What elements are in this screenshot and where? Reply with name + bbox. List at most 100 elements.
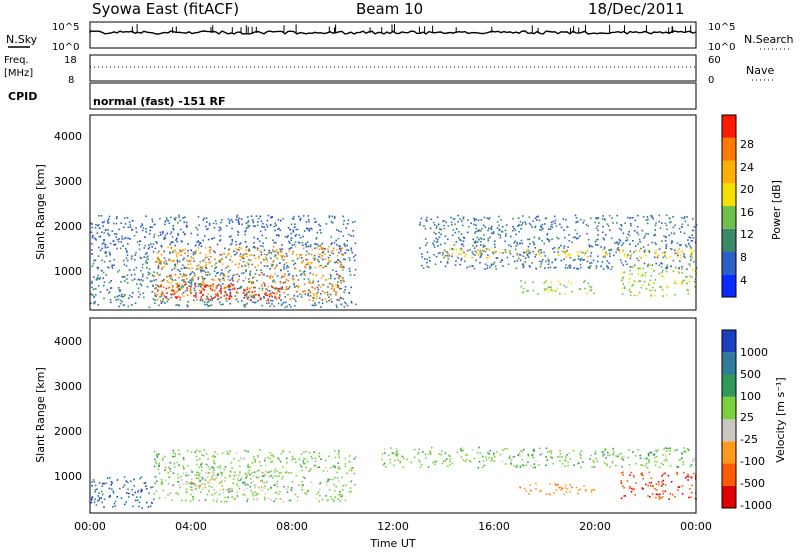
power-pixel [288,273,291,275]
power-pixel [156,298,159,301]
power-pixel [119,247,122,250]
power-pixel [175,237,178,240]
power-pixel [272,246,275,248]
power-pixel [474,232,476,234]
power-pixel [184,216,186,219]
power-pixel [171,293,173,296]
power-pixel [643,280,646,283]
colorbar-swatch [722,160,736,184]
velocity-pixel [141,507,143,509]
velocity-pixel [632,488,634,491]
power-pixel [248,225,251,227]
power-pixel [206,274,209,276]
power-pixel [554,259,556,261]
velocity-pixel [559,453,562,455]
velocity-pixel [429,450,431,453]
velocity-pixel [182,458,185,461]
velocity-pixel [220,474,223,477]
velocity-pixel [604,448,607,450]
power-pixel [156,293,158,296]
velocity-pixel [239,471,241,473]
power-pixel [479,251,481,254]
power-pixel [126,217,129,219]
velocity-pixel [326,470,329,472]
velocity-pixel [310,481,313,484]
velocity-pixel [291,455,294,458]
power-pixel [654,224,657,227]
power-pixel [475,224,477,226]
power-pixel [130,258,133,260]
power-pixel [342,277,344,279]
velocity-pixel [418,451,420,454]
velocity-pixel [339,468,341,470]
power-pixel [681,282,683,284]
power-pixel [93,301,96,303]
velocity-pixel [182,483,184,485]
power-pixel [151,218,153,221]
power-pixel [426,251,429,253]
power-pixel [336,262,339,264]
power-pixel [190,292,192,295]
velocity-pixel [554,483,557,485]
power-pixel [341,247,343,249]
power-pixel [267,286,270,288]
power-pixel [338,287,341,290]
power-pixel [304,293,307,295]
power-pixel [433,231,435,234]
velocity-pixel [253,458,255,460]
power-pixel [139,293,142,296]
power-pixel [305,221,308,223]
velocity-pixel [419,461,421,463]
power-pixel [308,267,311,270]
power-pixel [238,275,240,277]
power-pixel [242,280,245,282]
power-pixel [268,249,270,252]
power-pixel [225,297,227,300]
velocity-pixel [561,456,564,459]
velocity-pixel [665,458,667,460]
velocity-pixel [236,495,238,497]
power-pixel [462,249,464,252]
power-pixel [177,233,179,235]
velocity-pixel [550,452,553,454]
power-pixel [693,226,696,228]
power-pixel [251,254,253,256]
power-pixel [151,274,154,277]
velocity-pixel [683,450,686,453]
power-pixel [238,243,241,246]
power-pixel [119,302,122,305]
power-pixel [540,229,543,231]
power-pixel [547,228,550,230]
power-pixel [98,224,100,226]
power-pixel [312,257,315,259]
velocity-pixel [192,495,195,498]
power-pixel [670,265,672,267]
power-pixel [530,224,532,226]
power-pixel [185,224,188,227]
power-pixel [584,252,587,254]
power-pixel [434,263,437,266]
power-pixel [579,235,581,237]
power-pixel [509,252,512,255]
power-pixel [282,282,285,284]
power-pixel [616,222,618,224]
power-pixel [343,291,345,293]
velocity-pixel [604,449,606,452]
power-pixel [191,280,193,282]
power-pixel [155,241,157,243]
power-pixel [255,215,258,217]
velocity-pixel [466,454,468,456]
power-pixel [521,215,524,217]
velocity-pixel [156,454,159,457]
power-pixel [661,262,663,265]
power-pixel [213,226,216,229]
power-pixel [111,230,114,232]
power-pixel [151,246,153,248]
velocity-pixel [223,500,226,503]
power-pixel [610,268,612,271]
velocity-pixel [90,499,93,501]
power-pixel [162,279,164,282]
power-pixel [310,262,313,264]
power-pixel [207,227,209,230]
power-pixel [252,246,255,249]
